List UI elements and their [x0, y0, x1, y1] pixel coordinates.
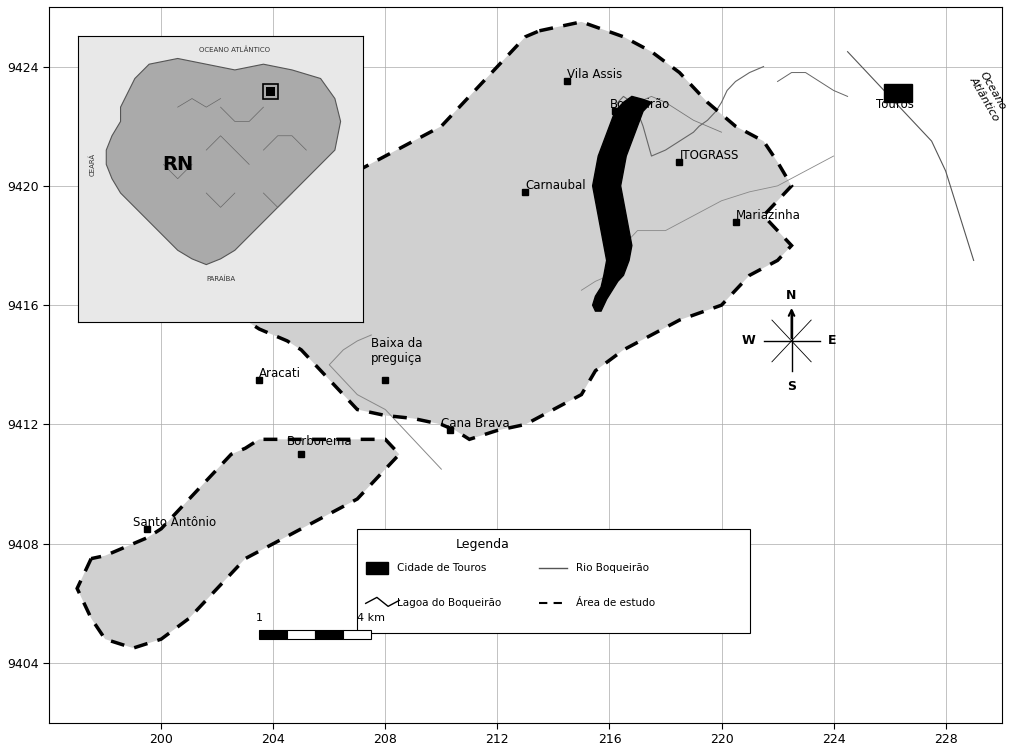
- Text: Mariazinha: Mariazinha: [735, 209, 801, 221]
- Text: Oceano
Atlântico: Oceano Atlântico: [968, 69, 1012, 123]
- Text: Vila Assis: Vila Assis: [567, 69, 623, 81]
- Text: Borborema: Borborema: [288, 435, 353, 448]
- Bar: [259, 630, 288, 639]
- Text: Santo Antônio: Santo Antônio: [133, 516, 216, 529]
- Bar: [315, 630, 343, 639]
- Text: Área de estudo: Área de estudo: [575, 599, 655, 608]
- Polygon shape: [593, 96, 651, 311]
- Bar: [366, 562, 388, 574]
- Polygon shape: [77, 439, 399, 648]
- Text: Cana Brava: Cana Brava: [441, 417, 510, 431]
- Text: W: W: [741, 334, 755, 347]
- Text: ITOGRASS: ITOGRASS: [680, 149, 739, 162]
- Bar: [357, 529, 750, 633]
- Bar: [884, 84, 912, 102]
- Text: Lagoa do Boqueirão: Lagoa do Boqueirão: [396, 599, 501, 608]
- Text: Baixa da
preguiça: Baixa da preguiça: [372, 337, 423, 364]
- Text: Carnaubal: Carnaubal: [525, 178, 586, 192]
- Text: Aracati: Aracati: [259, 367, 301, 380]
- Text: Legenda: Legenda: [456, 538, 509, 550]
- Text: 4 km: 4 km: [357, 613, 385, 623]
- Text: S: S: [787, 380, 796, 393]
- Text: Boqueirão: Boqueirão: [609, 99, 670, 111]
- Bar: [343, 630, 372, 639]
- Text: Touros: Touros: [876, 99, 913, 111]
- Bar: [288, 630, 315, 639]
- Polygon shape: [245, 22, 792, 439]
- Text: 1: 1: [256, 613, 263, 623]
- Text: Cidade de Touros: Cidade de Touros: [396, 562, 486, 572]
- Text: E: E: [828, 334, 837, 347]
- Text: N: N: [786, 289, 797, 302]
- Text: Rio Boqueirão: Rio Boqueirão: [575, 562, 649, 572]
